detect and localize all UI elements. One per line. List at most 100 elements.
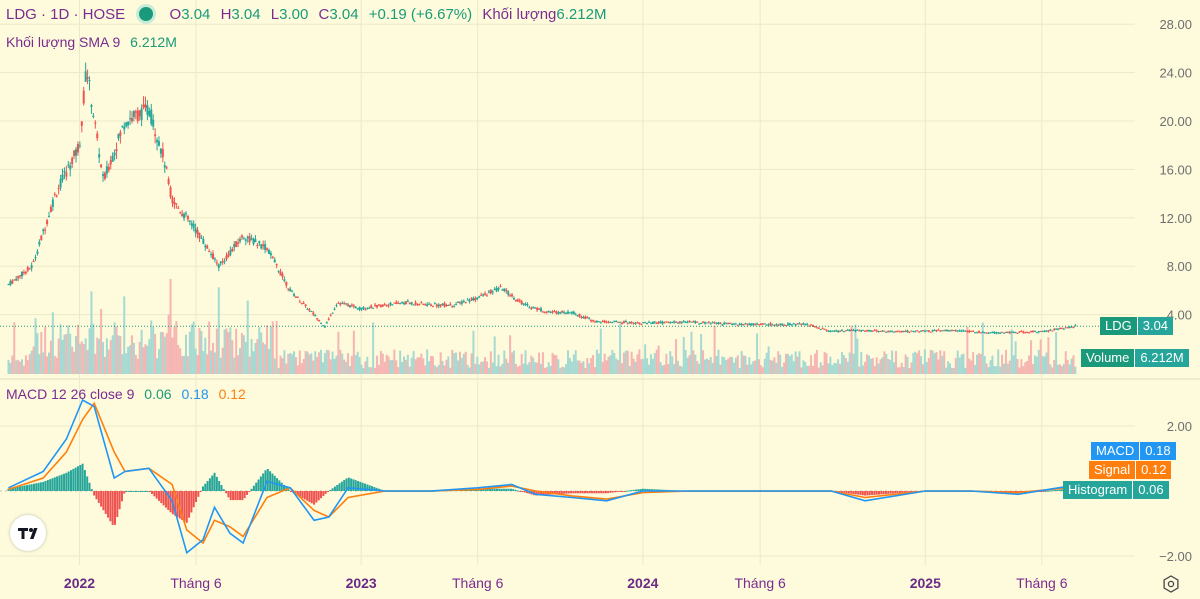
- macd-histogram-bar: [861, 491, 864, 496]
- volume-bar: [1070, 358, 1073, 374]
- macd-histogram-bar: [857, 491, 860, 495]
- macd-histogram-bar: [616, 491, 619, 492]
- candle-body: [148, 110, 151, 117]
- candle-body: [667, 321, 670, 323]
- volume-bar: [487, 367, 490, 374]
- candle-body: [1006, 332, 1009, 334]
- macd-histogram-bar: [79, 465, 82, 491]
- volume-bar: [20, 359, 23, 374]
- candle-body: [129, 118, 132, 120]
- macd-histogram-bar: [107, 491, 110, 518]
- macd-histogram-bar: [169, 491, 172, 513]
- volume-bar: [96, 337, 99, 374]
- volume-bar: [725, 360, 728, 374]
- volume-bar: [534, 362, 537, 374]
- macd-histogram-bar: [153, 491, 156, 497]
- macd-histogram-bar: [493, 488, 496, 491]
- candle-body: [61, 174, 64, 181]
- volume-bar: [545, 367, 548, 374]
- macd-histogram-bar: [621, 491, 624, 492]
- macd-line: [8, 398, 1076, 555]
- candle-body: [547, 310, 550, 313]
- volume-bar: [316, 356, 319, 374]
- candle-body: [943, 330, 946, 332]
- volume-bar: [435, 367, 438, 374]
- candle-body: [439, 304, 442, 307]
- volume-bar: [588, 363, 591, 374]
- candle-body: [505, 289, 508, 292]
- candle-body: [559, 312, 562, 314]
- volume-bar: [457, 360, 460, 374]
- volume-bar: [893, 362, 896, 374]
- volume-bar: [111, 335, 114, 374]
- macd-histogram-bar: [19, 486, 22, 491]
- volume-bar: [962, 353, 965, 374]
- volume-bar: [518, 365, 521, 374]
- candle-body: [321, 325, 324, 327]
- volume-bar: [466, 364, 469, 374]
- volume-bar: [630, 351, 633, 374]
- price-badge-value: 3.04: [1136, 317, 1174, 335]
- volume-bar: [638, 349, 641, 374]
- macd-histogram-bar: [320, 491, 323, 499]
- candle-body: [127, 121, 130, 126]
- volume-bar: [634, 361, 637, 374]
- candle-body: [273, 259, 276, 263]
- volume-sma-legend[interactable]: Khối lượng SMA 9 6.212M: [6, 34, 183, 50]
- volume-bar: [34, 318, 37, 374]
- volume-bar: [925, 362, 928, 374]
- candle-body: [802, 323, 805, 325]
- candle-body: [377, 304, 380, 306]
- candle-body: [1043, 330, 1046, 332]
- macd-histogram-bar: [250, 488, 253, 491]
- price-y-tick: 8.00: [1167, 259, 1192, 274]
- candle-body: [858, 330, 861, 332]
- macd-histogram-bar: [1044, 490, 1047, 492]
- volume-bar: [258, 327, 261, 374]
- candle-body: [815, 327, 818, 329]
- macd-badge-label: MACD: [1091, 442, 1140, 460]
- volume-bar: [204, 337, 207, 374]
- volume-bar: [1072, 355, 1075, 374]
- candle-body: [715, 322, 718, 325]
- symbol-title[interactable]: LDG · 1D · HOSE: [6, 6, 126, 23]
- volume-bar: [648, 364, 651, 374]
- volume-bar: [159, 331, 162, 374]
- volume-bar: [192, 321, 195, 374]
- candle-body: [732, 323, 735, 325]
- macd-legend[interactable]: MACD 12 26 close 9 0.06 0.18 0.12: [6, 386, 252, 402]
- volume-bar: [30, 350, 33, 374]
- macd-histogram-bar: [313, 491, 316, 505]
- macd-histogram-bar: [563, 491, 566, 494]
- volume-bar: [929, 349, 932, 374]
- candle-body: [800, 323, 803, 326]
- tradingview-logo-icon[interactable]: [10, 515, 46, 551]
- volume-bar: [184, 334, 187, 374]
- eye-icon[interactable]: [139, 7, 154, 21]
- candle-body: [557, 312, 560, 314]
- candle-body: [754, 324, 757, 326]
- candle-body: [372, 307, 375, 309]
- candle-body: [293, 293, 296, 296]
- candle-body: [406, 300, 409, 302]
- volume-bar: [511, 352, 514, 374]
- macd-histogram-bar: [651, 489, 654, 491]
- candle-body: [177, 207, 180, 209]
- change-value: +0.19 (+6.67%): [368, 6, 473, 23]
- candle-body: [107, 166, 110, 171]
- open-label: O: [169, 6, 182, 23]
- macd-histogram-bar: [502, 488, 505, 491]
- volume-bar: [240, 333, 243, 374]
- candle-body: [495, 288, 498, 292]
- candle-body: [532, 306, 535, 309]
- candle-body: [198, 233, 201, 239]
- volume-bar: [190, 324, 193, 374]
- candle-body: [86, 77, 89, 80]
- volume-bar: [374, 367, 377, 374]
- gear-icon[interactable]: [1162, 575, 1180, 593]
- volume-bar: [713, 325, 716, 374]
- macd-histogram-bar: [1040, 491, 1043, 492]
- macd-histogram-bar: [39, 482, 42, 491]
- macd-histogram-bar: [188, 491, 191, 518]
